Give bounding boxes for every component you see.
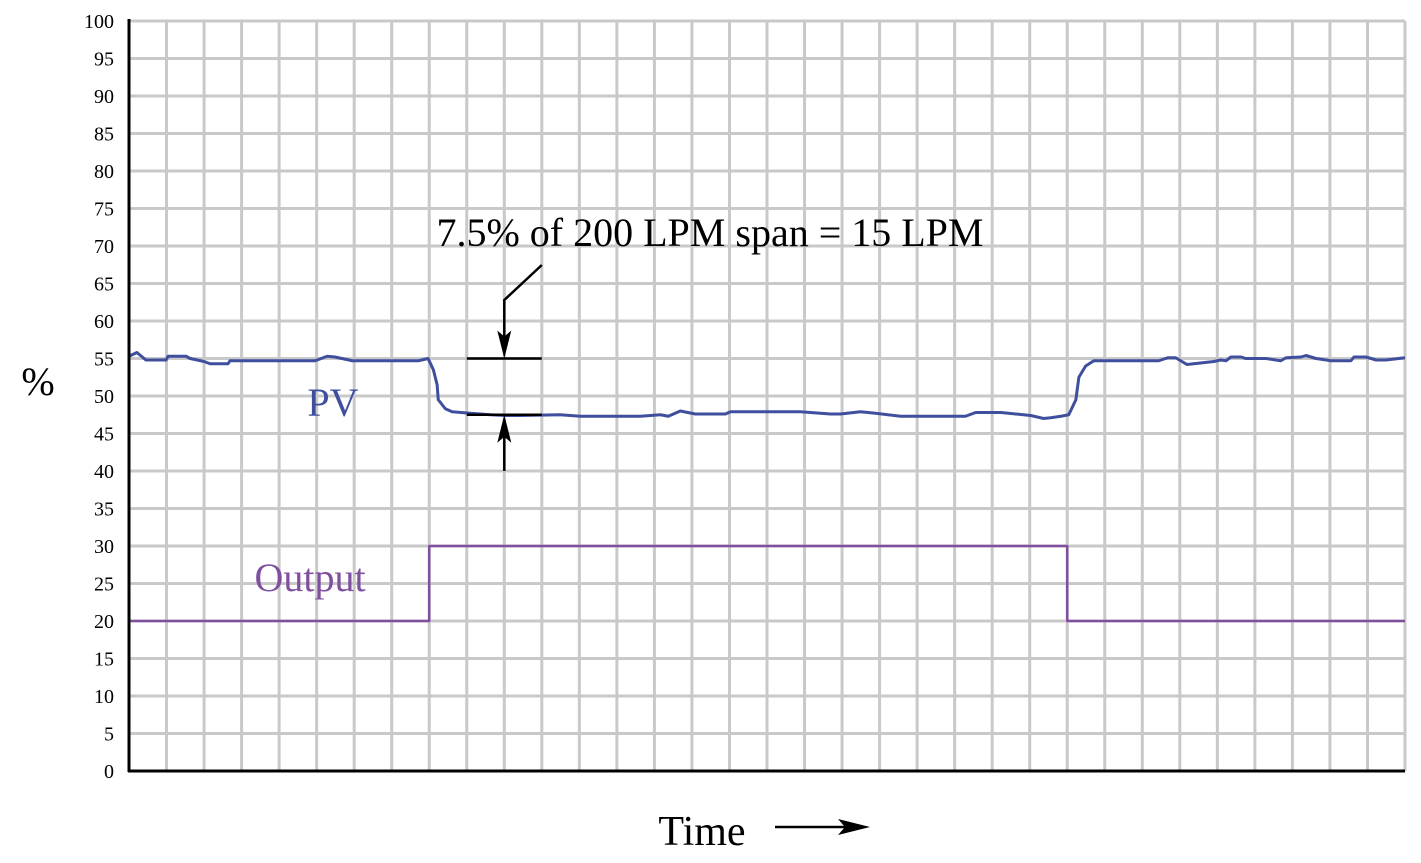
y-tick-label: 75 bbox=[94, 199, 114, 221]
y-tick-label: 40 bbox=[94, 461, 114, 483]
series-label-output: Output bbox=[254, 555, 365, 600]
y-tick-label: 0 bbox=[104, 761, 114, 783]
time-arrow-icon bbox=[775, 819, 870, 835]
y-tick-label: 60 bbox=[94, 311, 114, 333]
y-tick-label: 45 bbox=[94, 424, 114, 446]
y-tick-label: 100 bbox=[84, 11, 114, 33]
axes bbox=[127, 19, 1405, 773]
x-axis-label: Time bbox=[658, 809, 745, 855]
series-line-output bbox=[129, 544, 1405, 623]
y-tick-label: 10 bbox=[94, 686, 114, 708]
y-tick-label: 55 bbox=[94, 349, 114, 371]
annotation-text: 7.5% of 200 LPM span = 15 LPM bbox=[436, 210, 983, 255]
y-axis-label: % bbox=[21, 359, 54, 404]
y-tick-label: 50 bbox=[94, 386, 114, 408]
series bbox=[128, 351, 1406, 623]
y-tick-label: 65 bbox=[94, 274, 114, 296]
annotation-leader-line bbox=[503, 264, 543, 337]
y-tick-label: 15 bbox=[94, 649, 114, 671]
y-tick-label: 85 bbox=[94, 124, 114, 146]
y-tick-labels: 0 5 10 15 20 25 30 35 40 45 50 55 60 65 70 75 80 85 90 95 10… bbox=[84, 11, 114, 783]
y-tick-label: 90 bbox=[94, 86, 114, 108]
y-tick-label: 20 bbox=[94, 611, 114, 633]
y-tick-label: 80 bbox=[94, 161, 114, 183]
series-label-pv: PV bbox=[307, 380, 358, 425]
y-tick-label: 25 bbox=[94, 574, 114, 596]
y-tick-label: 95 bbox=[94, 49, 114, 71]
series-line-pv bbox=[128, 351, 1406, 420]
y-tick-label: 30 bbox=[94, 536, 114, 558]
y-tick-label: 35 bbox=[94, 499, 114, 521]
y-tick-label: 5 bbox=[104, 724, 114, 746]
arrow-down-icon bbox=[497, 330, 512, 359]
annotation bbox=[466, 264, 543, 471]
arrow-up-icon bbox=[497, 414, 512, 443]
y-tick-label: 70 bbox=[94, 236, 114, 258]
